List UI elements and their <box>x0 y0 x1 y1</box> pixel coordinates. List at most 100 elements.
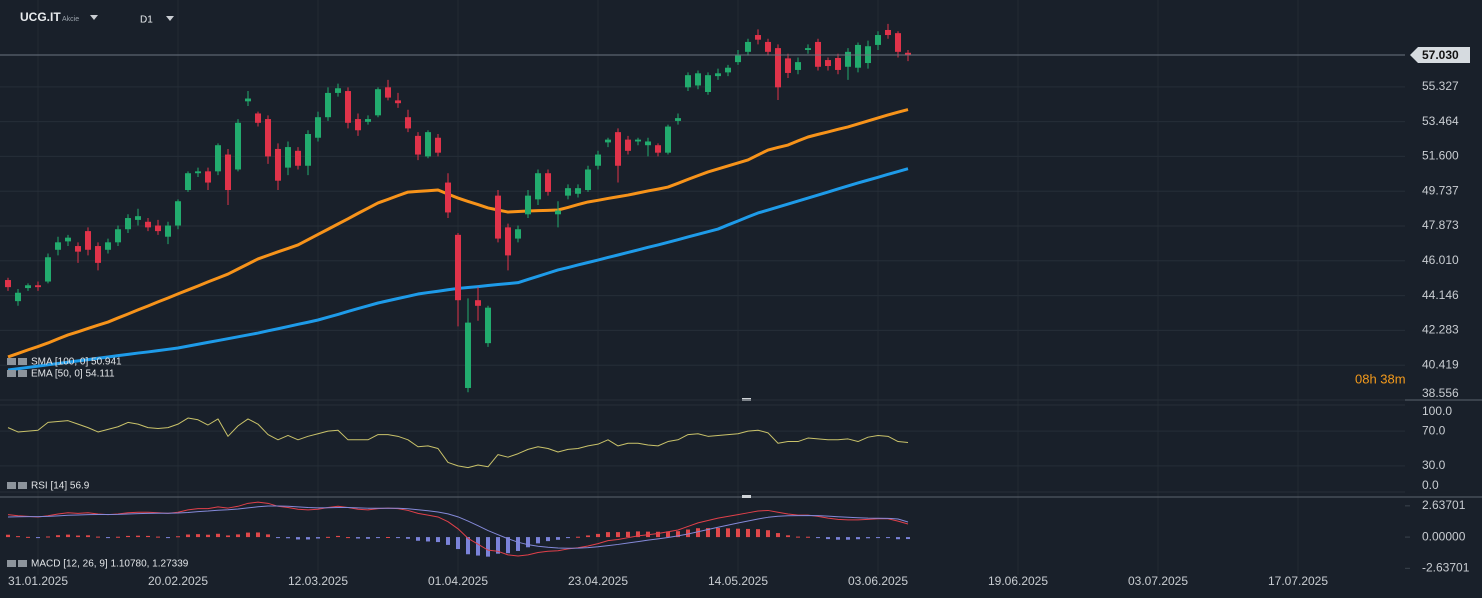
timeframe-dropdown[interactable] <box>166 16 174 21</box>
x-tick-label: 23.04.2025 <box>568 574 628 588</box>
macd-histogram-bar <box>476 537 480 556</box>
candle-body <box>275 148 281 181</box>
candle-body <box>675 118 681 121</box>
macd-histogram-bar <box>256 532 260 538</box>
macd-histogram-bar <box>86 535 90 538</box>
candle-body <box>635 139 641 142</box>
y-tick-label: 42.283 <box>1422 323 1459 337</box>
legend-entry[interactable]: MACD [12, 26, 9] 1.10780, 1.27339 <box>31 559 189 570</box>
candle-body <box>905 52 911 56</box>
candle-body <box>215 145 221 172</box>
candle-body <box>775 48 781 88</box>
candle-body <box>105 242 111 250</box>
symbol[interactable]: UCG.IT <box>20 10 61 24</box>
candle-body <box>645 141 651 146</box>
candle-body <box>725 67 731 73</box>
panel-resize-handle[interactable] <box>742 495 751 498</box>
macd-histogram-bar <box>226 535 230 538</box>
macd-histogram-bar <box>876 537 880 539</box>
candle-body <box>425 132 431 157</box>
candle-body <box>805 48 811 50</box>
candle-body <box>495 195 501 239</box>
candle-body <box>545 173 551 192</box>
y-tick-label: 40.419 <box>1422 357 1459 371</box>
y-tick-label: 0.0 <box>1422 478 1439 492</box>
macd-histogram-bar <box>666 531 670 538</box>
candle-body <box>755 35 761 40</box>
candle-body <box>405 117 411 129</box>
macd-histogram-bar <box>216 533 220 538</box>
macd-histogram-bar <box>746 528 750 538</box>
candle-body <box>655 145 661 153</box>
candle-body <box>455 234 461 301</box>
candle-body <box>15 292 21 302</box>
x-tick-label: 12.03.2025 <box>288 574 348 588</box>
candle-body <box>825 60 831 67</box>
macd-histogram-bar <box>716 527 720 538</box>
macd-histogram-bar <box>76 535 80 538</box>
macd-histogram-bar <box>486 537 490 557</box>
candle-body <box>145 221 151 228</box>
macd-histogram-bar <box>136 535 140 538</box>
y-tick-label: 70.0 <box>1422 423 1446 437</box>
macd-histogram-bar <box>576 536 580 538</box>
candle-body <box>75 246 81 252</box>
macd-histogram-bar <box>696 528 700 538</box>
macd-histogram-bar <box>206 534 210 538</box>
candle-body <box>625 139 631 151</box>
macd-histogram-bar <box>156 536 160 538</box>
timeframe[interactable]: D1 <box>140 15 153 26</box>
macd-histogram-bar <box>306 537 310 540</box>
candle-body <box>745 41 751 52</box>
legend-entry[interactable]: EMA [50, 0] 54.111 <box>31 369 115 380</box>
candle-body <box>445 182 451 213</box>
candle-body <box>485 307 491 344</box>
macd-histogram-bar <box>826 537 830 540</box>
macd-histogram-bar <box>186 534 190 538</box>
y-tick-label: 51.600 <box>1422 149 1459 163</box>
candle-body <box>225 154 231 191</box>
symbol-dropdown[interactable] <box>90 15 98 20</box>
macd-histogram-bar <box>816 537 820 539</box>
x-tick-label: 03.07.2025 <box>1128 574 1188 588</box>
candle-body <box>35 285 41 288</box>
candle-body <box>335 88 341 93</box>
candle-body <box>185 173 191 191</box>
candle-body <box>875 35 881 45</box>
macd-histogram-bar <box>66 534 70 538</box>
candle-body <box>715 73 721 77</box>
macd-histogram-bar <box>316 537 320 539</box>
macd-histogram-bar <box>886 537 890 539</box>
candle-body <box>695 73 701 86</box>
y-tick-label: 47.873 <box>1422 218 1459 232</box>
macd-histogram-bar <box>846 537 850 540</box>
macd-histogram-bar <box>526 537 530 548</box>
candle-body <box>685 75 691 88</box>
candle-body <box>815 41 821 67</box>
candle-body <box>845 51 851 67</box>
candle-body <box>665 126 671 153</box>
macd-histogram-bar <box>36 537 40 539</box>
candle-body <box>435 137 441 153</box>
candle-body <box>585 169 591 191</box>
last-price-badge <box>1410 47 1470 64</box>
legend-entry[interactable]: SMA [100, 0] 50.941 <box>31 357 122 368</box>
candle-body <box>255 113 261 123</box>
macd-histogram-bar <box>836 537 840 540</box>
candle-body <box>785 58 791 73</box>
macd-histogram-bar <box>386 536 390 538</box>
macd-histogram-bar <box>786 535 790 538</box>
macd-histogram-bar <box>896 537 900 540</box>
macd-histogram-bar <box>286 537 290 539</box>
y-tick-label: 49.737 <box>1422 183 1459 197</box>
candle-body <box>205 171 211 183</box>
macd-histogram-bar <box>246 532 250 538</box>
macd-histogram-bar <box>396 537 400 539</box>
macd-histogram-bar <box>96 536 100 538</box>
x-tick-label: 19.06.2025 <box>988 574 1048 588</box>
macd-histogram-bar <box>236 534 240 538</box>
y-tick-label: 53.464 <box>1422 114 1459 128</box>
legend-entry[interactable]: RSI [14] 56.9 <box>31 481 90 492</box>
candle-body <box>355 119 361 131</box>
